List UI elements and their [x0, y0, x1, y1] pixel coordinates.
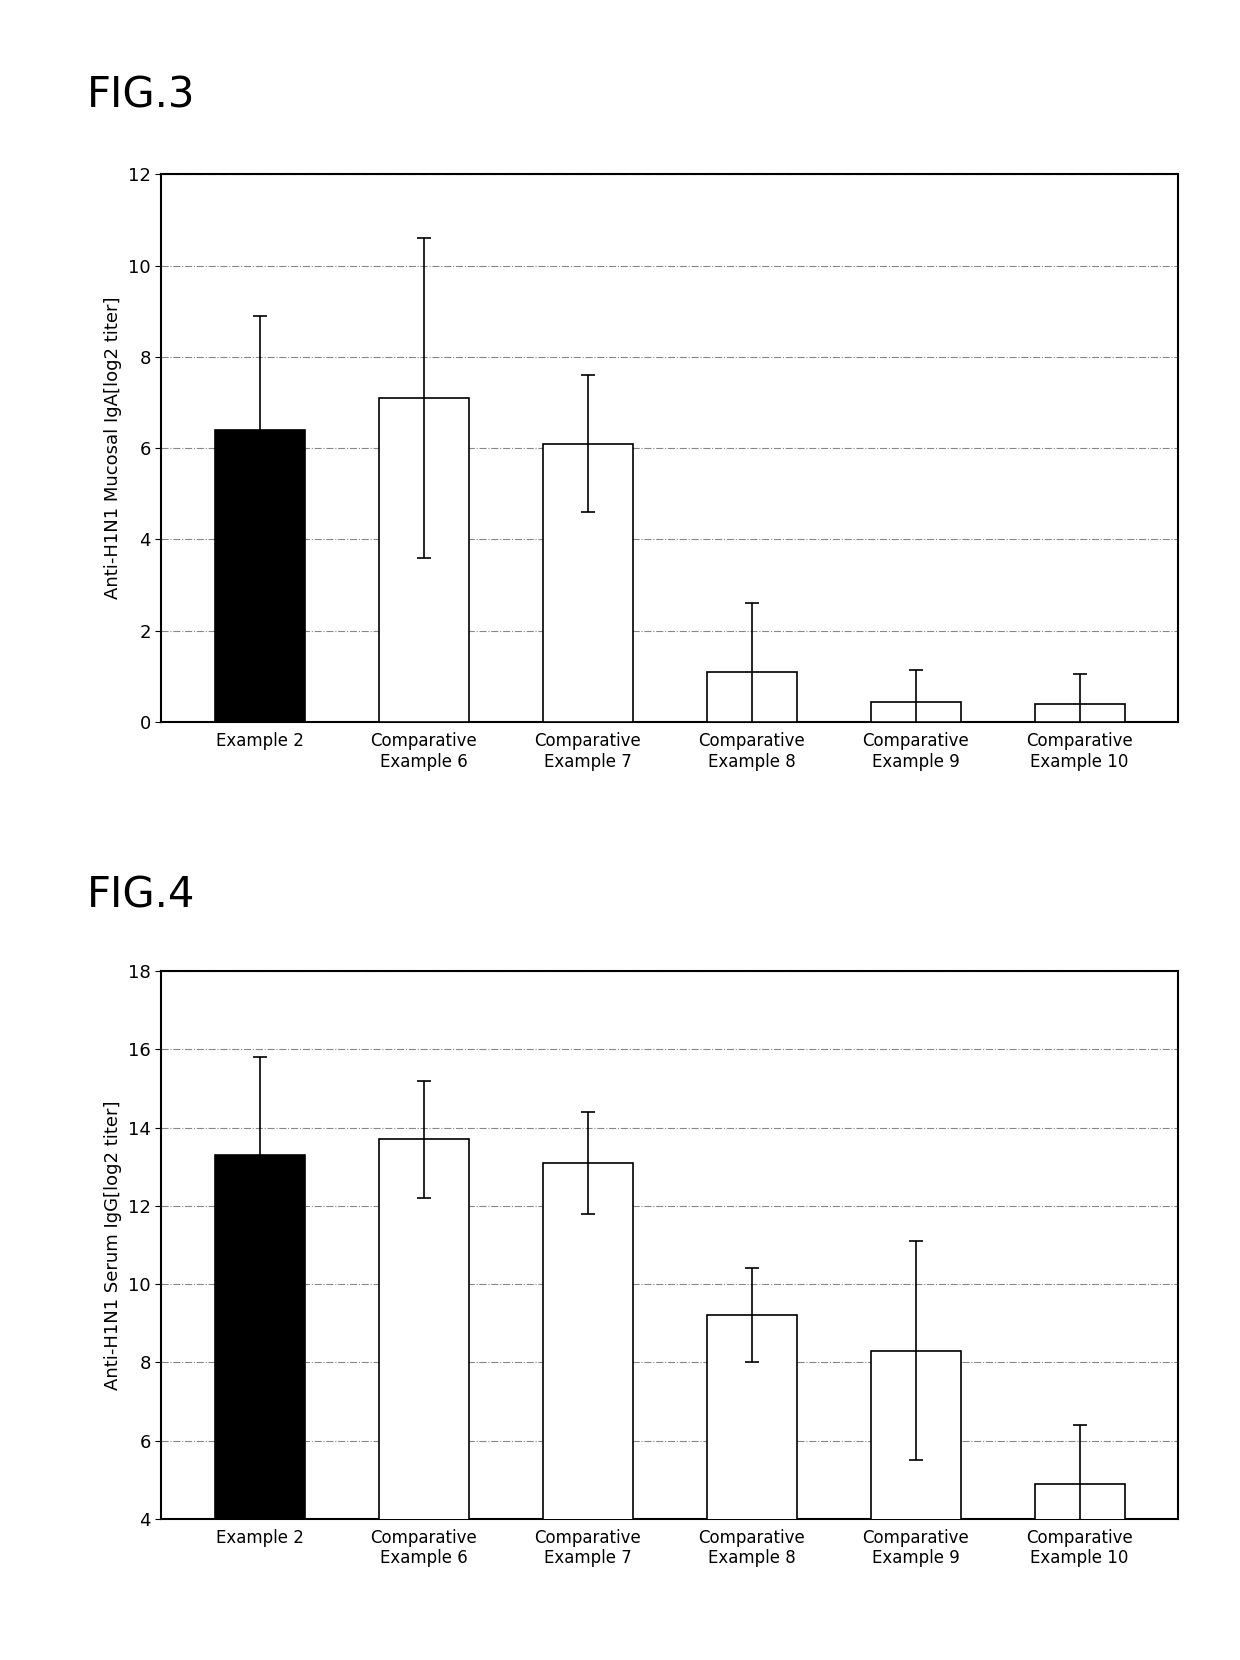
Bar — [543, 1162, 632, 1660]
Bar — [215, 430, 305, 722]
Bar — [1034, 1484, 1125, 1660]
Bar — [707, 672, 797, 722]
Bar — [543, 443, 632, 722]
Bar — [707, 1315, 797, 1660]
Bar — [378, 398, 469, 722]
Bar — [1034, 704, 1125, 722]
Text: FIG.4: FIG.4 — [87, 875, 195, 916]
Bar — [215, 1155, 305, 1660]
Bar — [870, 1351, 961, 1660]
Text: FIG.3: FIG.3 — [87, 75, 196, 116]
Bar — [378, 1139, 469, 1660]
Bar — [870, 702, 961, 722]
Y-axis label: Anti-H1N1 Mucosal IgA[log2 titer]: Anti-H1N1 Mucosal IgA[log2 titer] — [104, 297, 123, 599]
Y-axis label: Anti-H1N1 Serum IgG[log2 titer]: Anti-H1N1 Serum IgG[log2 titer] — [104, 1101, 123, 1389]
